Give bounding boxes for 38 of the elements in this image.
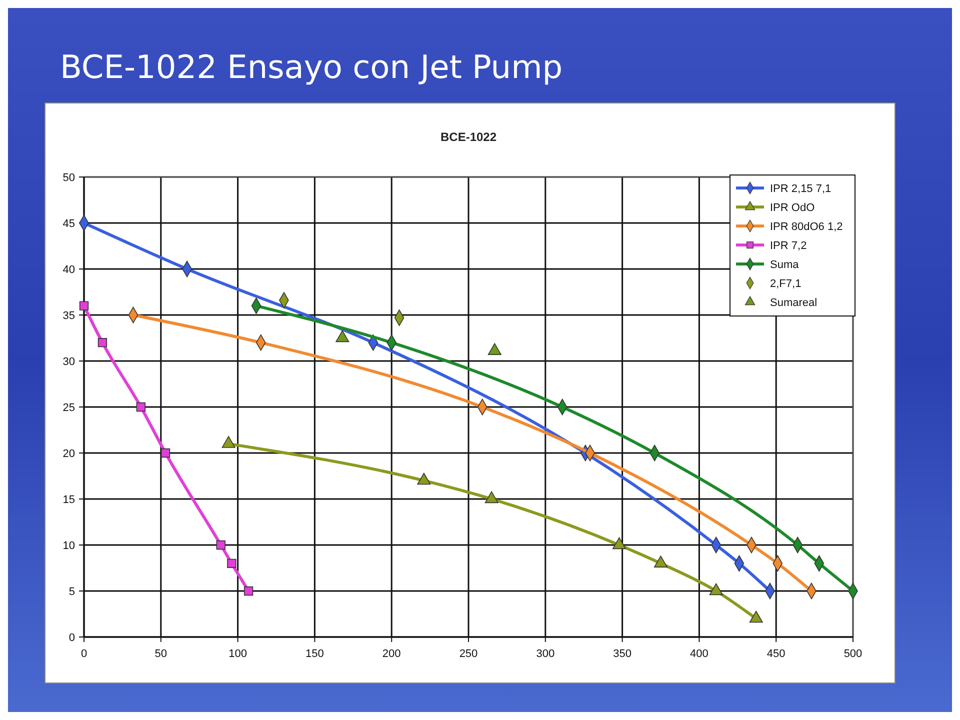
legend-label: IPR 2,15 7,1 bbox=[770, 183, 832, 195]
y-tick-label: 10 bbox=[62, 540, 75, 552]
y-tick-label: 45 bbox=[62, 218, 75, 230]
y-tick-label: 5 bbox=[68, 586, 75, 598]
point bbox=[216, 540, 226, 550]
y-tick-label: 25 bbox=[62, 402, 75, 414]
y-tick-label: 20 bbox=[62, 448, 75, 460]
legend-label: Suma bbox=[770, 259, 800, 271]
y-tick-label: 0 bbox=[68, 632, 75, 644]
x-tick-label: 50 bbox=[154, 648, 168, 660]
point bbox=[79, 301, 89, 310]
x-tick-label: 250 bbox=[459, 648, 478, 660]
x-tick-label: 100 bbox=[228, 648, 247, 660]
point bbox=[160, 448, 170, 458]
y-tick-label: 50 bbox=[62, 172, 75, 184]
x-tick-label: 350 bbox=[613, 648, 632, 660]
point bbox=[244, 586, 254, 596]
x-tick-label: 0 bbox=[80, 648, 88, 660]
x-tick-label: 500 bbox=[844, 648, 862, 660]
x-tick-label: 300 bbox=[536, 648, 555, 660]
y-tick-label: 40 bbox=[62, 264, 75, 276]
legend-label: IPR 80dO6 1,2 bbox=[770, 221, 843, 233]
y-tick-label: 30 bbox=[62, 356, 75, 368]
chart-title: BCE-1022 Ensayo con Jet Pump bbox=[60, 48, 563, 86]
legend-label: IPR OdO bbox=[770, 202, 816, 214]
x-tick-label: 450 bbox=[766, 648, 786, 660]
legend-label: IPR 7,2 bbox=[770, 240, 807, 252]
y-tick-label: 35 bbox=[62, 310, 75, 322]
chart-subtitle: BCE-1022 bbox=[440, 130, 497, 144]
x-tick-label: 400 bbox=[690, 648, 708, 660]
y-tick-label: 15 bbox=[62, 494, 75, 506]
legend-label: Sumareal bbox=[770, 297, 818, 309]
x-tick-label: 200 bbox=[382, 648, 401, 660]
legend-label: 2,F7,1 bbox=[770, 278, 802, 290]
x-tick-label: 150 bbox=[306, 648, 324, 660]
point bbox=[227, 558, 236, 568]
point bbox=[98, 338, 108, 348]
point bbox=[136, 402, 146, 412]
